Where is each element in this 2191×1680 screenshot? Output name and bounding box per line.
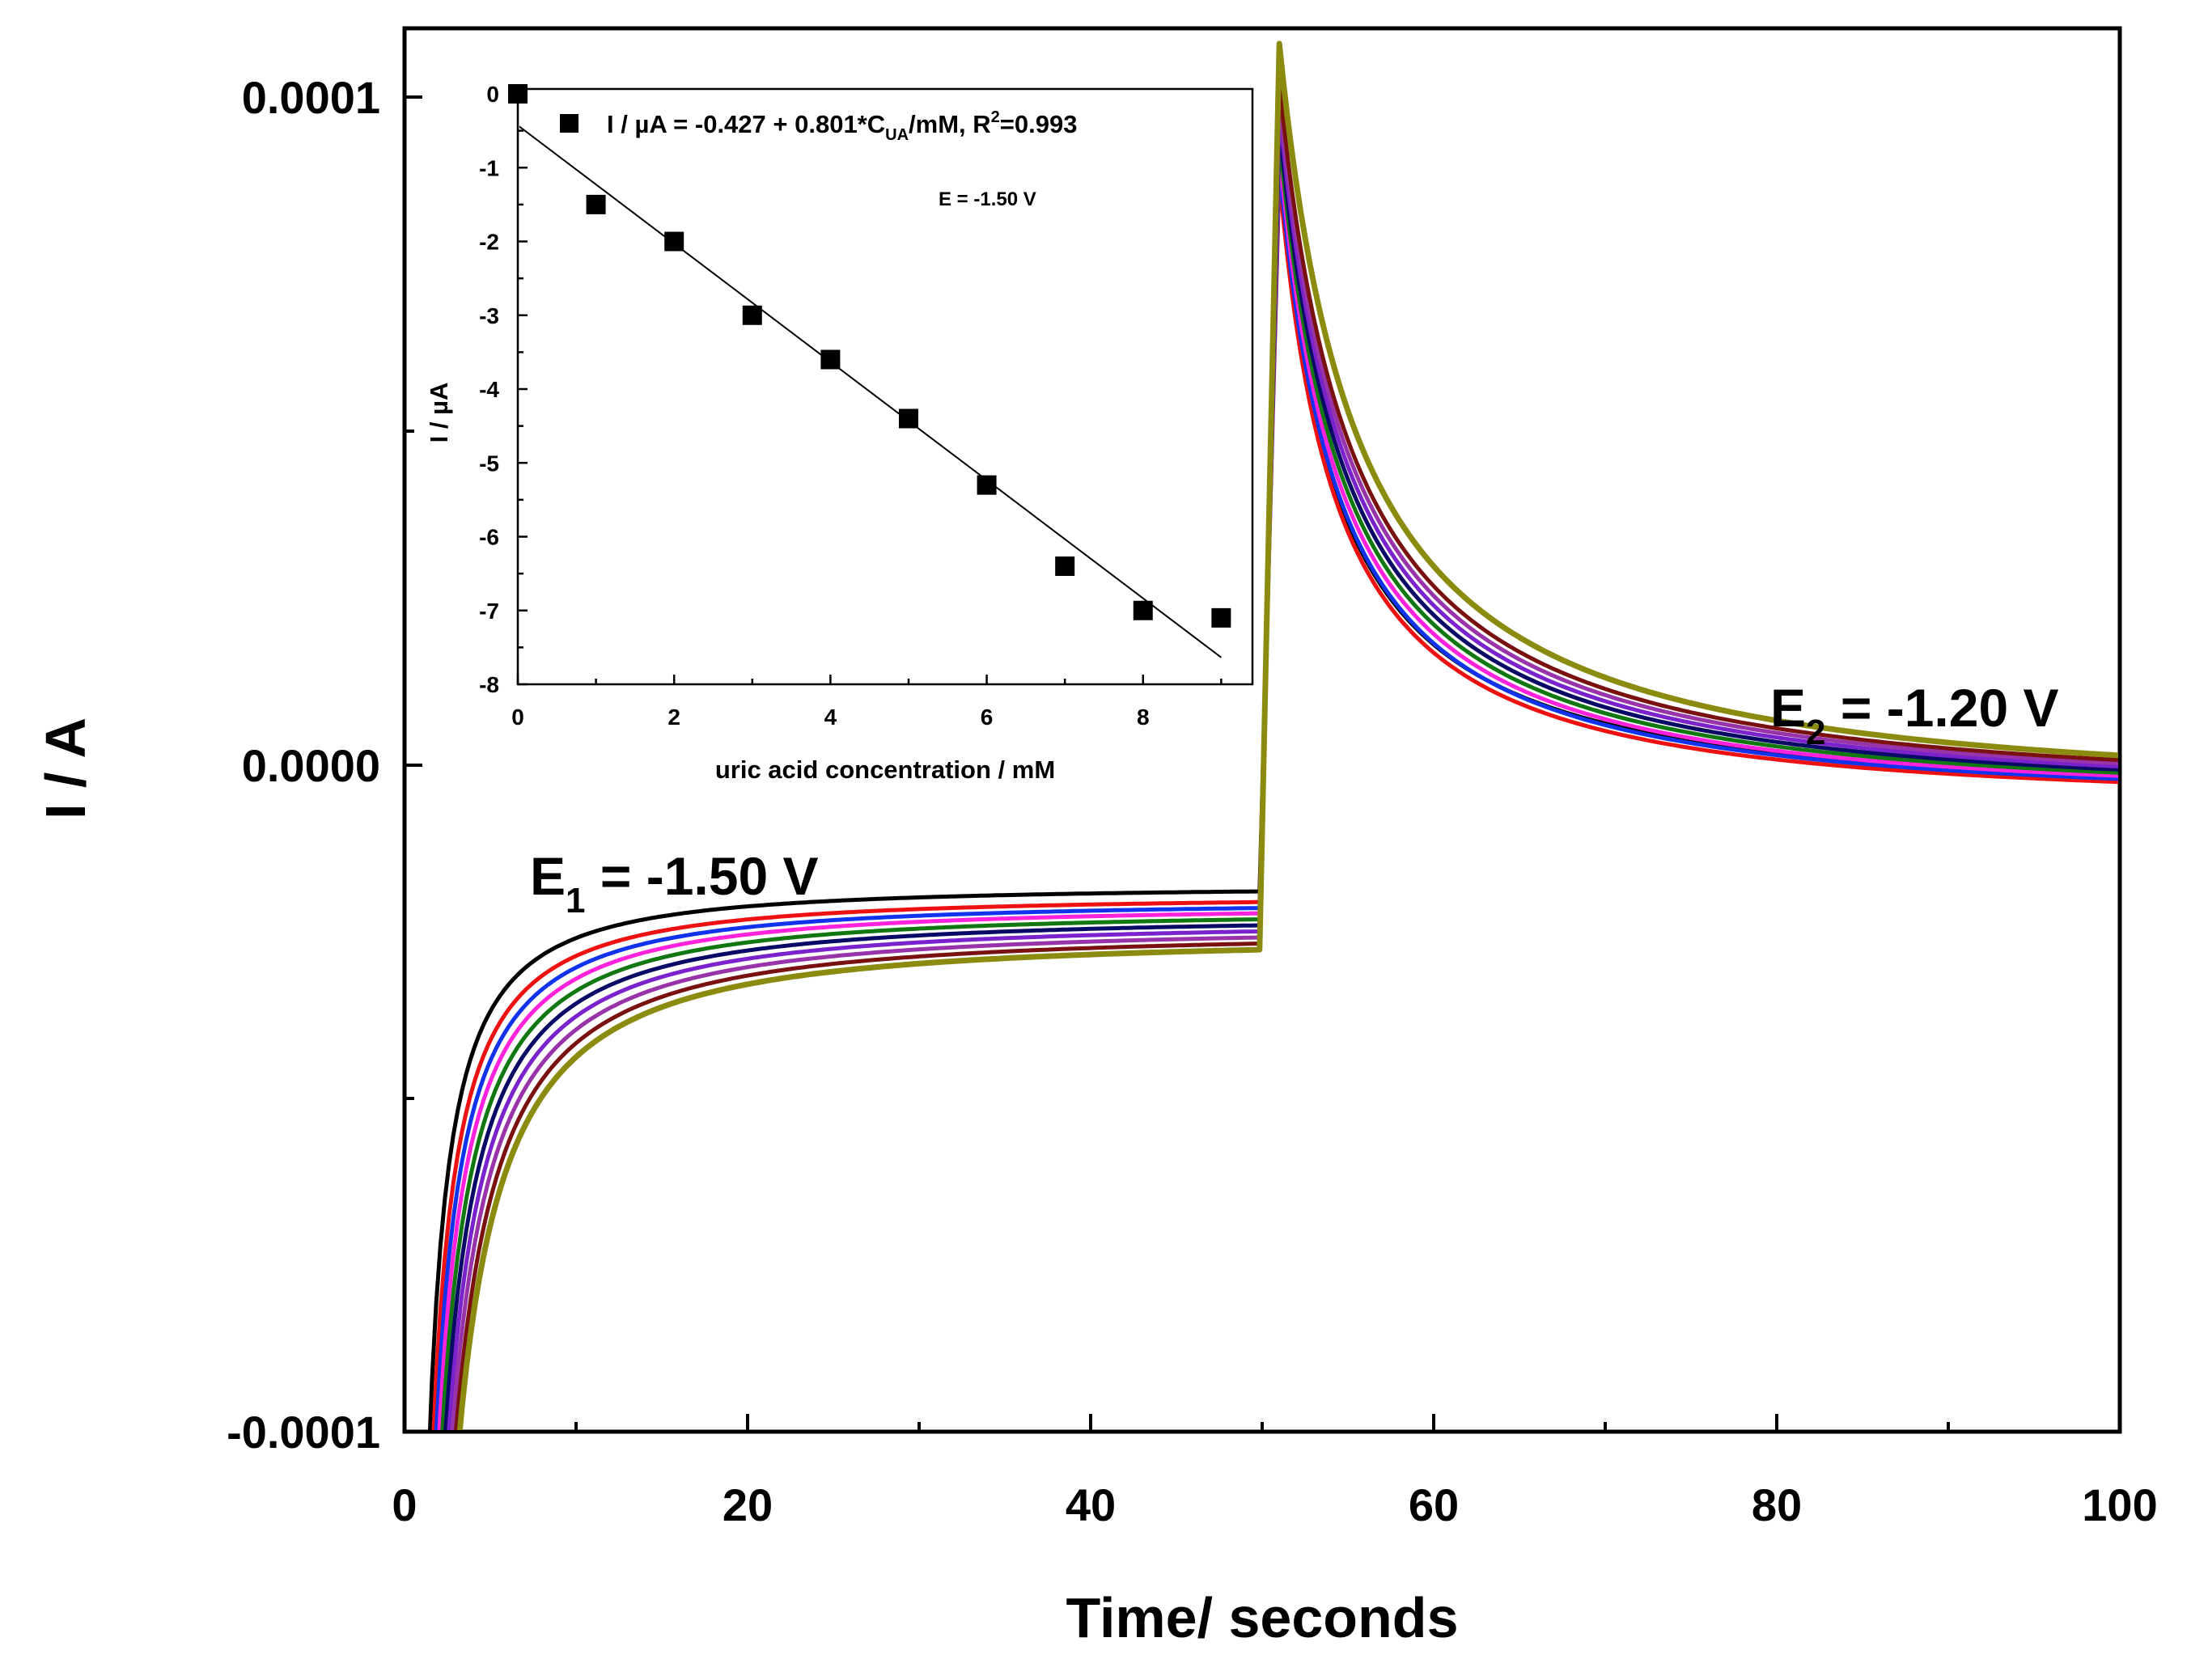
x-axis-title: Time/ seconds — [1066, 1586, 1458, 1649]
x-tick-label: 40 — [1066, 1479, 1116, 1530]
y-tick-label: 0.0001 — [242, 72, 380, 123]
inset-y-tick-label: -2 — [479, 230, 499, 255]
inset-background — [518, 89, 1252, 684]
e2-annotation: E2 = -1.20 V — [1770, 678, 2059, 752]
inset-fit-line — [519, 125, 1222, 658]
inset-y-tick-label: -3 — [479, 303, 499, 328]
inset-legend-text: I / µA = -0.427 + 0.801*CUA/mM, R2=0.993 — [607, 108, 1077, 144]
y-axis-title: I / A — [34, 717, 97, 819]
inset-data-point — [664, 231, 684, 252]
inset-y-tick-label: -8 — [479, 672, 499, 697]
inset-data-point — [1211, 607, 1231, 628]
inset-y-tick-label: -6 — [479, 525, 499, 550]
y-tick-label: -0.0001 — [227, 1407, 380, 1458]
inset-y-tick-label: -7 — [479, 599, 499, 624]
y-tick-label: 0.0000 — [242, 740, 380, 791]
inset-data-point — [1055, 556, 1075, 576]
inset-x-tick-label: 8 — [1137, 705, 1150, 730]
x-tick-label: 60 — [1409, 1479, 1459, 1530]
inset-y-tick-label: -1 — [479, 155, 499, 180]
inset-x-axis-title: uric acid concentration / mM — [715, 755, 1055, 784]
inset-x-tick-label: 6 — [981, 705, 994, 730]
inset-potential-label: E = -1.50 V — [939, 188, 1036, 210]
e1-annotation: E1 = -1.50 V — [530, 846, 819, 920]
x-tick-label: 80 — [1752, 1479, 1802, 1530]
inset-x-tick-label: 0 — [511, 705, 524, 730]
inset-data-point — [1133, 600, 1153, 620]
x-tick-label: 20 — [723, 1479, 773, 1530]
inset-plot-frame — [516, 87, 1254, 686]
x-tick-label: 100 — [2082, 1479, 2157, 1530]
inset-data-point — [742, 305, 762, 325]
inset-y-tick-label: -5 — [479, 451, 499, 476]
inset-y-axis-title: I / µA — [425, 383, 453, 443]
inset-data-point — [898, 408, 918, 429]
series-line-10 — [456, 40, 2118, 1430]
inset-data-point — [977, 475, 997, 495]
inset-x-tick-label: 2 — [667, 705, 680, 730]
inset-x-tick-label: 4 — [824, 705, 837, 730]
inset-data-point — [820, 349, 841, 370]
x-tick-label: 0 — [392, 1479, 417, 1530]
inset-y-tick-label: 0 — [486, 82, 499, 107]
inset-y-tick-label: -4 — [479, 377, 499, 402]
inset-legend-marker — [560, 114, 578, 133]
inset-data-point — [586, 194, 606, 214]
